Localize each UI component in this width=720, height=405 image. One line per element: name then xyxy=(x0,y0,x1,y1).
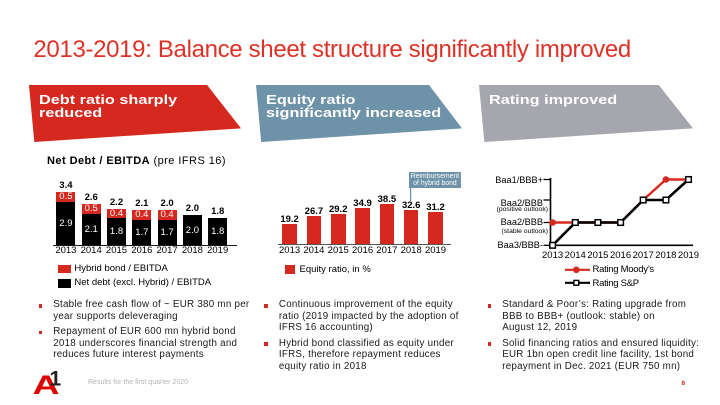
svg-text:1: 1 xyxy=(50,368,62,391)
svg-text:A: A xyxy=(33,370,60,397)
